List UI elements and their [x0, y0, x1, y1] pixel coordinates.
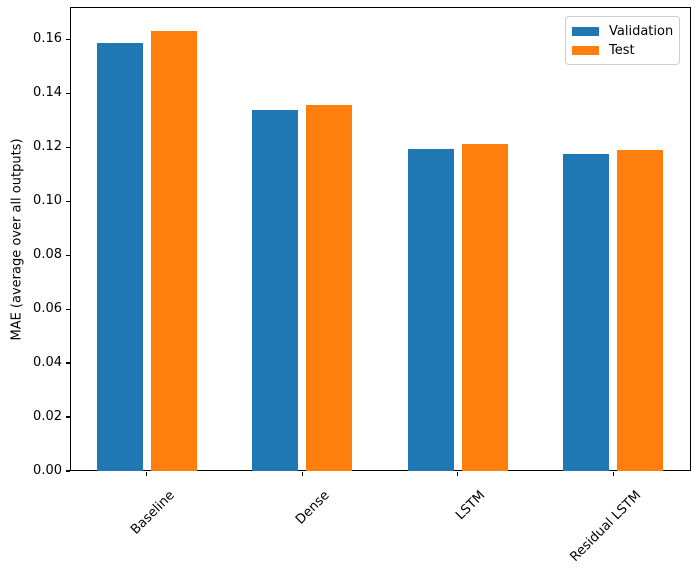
legend-swatch-test: [572, 46, 599, 55]
y-tick-mark: [66, 254, 70, 256]
legend-label-test: Test: [609, 43, 635, 58]
y-tick-mark: [66, 200, 70, 202]
legend: Validation Test: [565, 16, 680, 65]
bar-validation-residual-lstm: [563, 154, 610, 471]
bar-test-dense: [306, 105, 353, 471]
bar-validation-baseline: [96, 43, 143, 471]
bar-test-residual-lstm: [617, 150, 664, 471]
bar-validation-dense: [252, 110, 299, 471]
x-tick-label-residual-lstm: Residual LSTM: [566, 488, 644, 565]
y-tick-label: 0.02: [33, 409, 62, 425]
x-tick-label-baseline: Baseline: [127, 488, 178, 538]
y-tick-mark: [66, 38, 70, 40]
y-tick-label: 0.16: [33, 31, 62, 47]
legend-swatch-validation: [572, 27, 599, 36]
y-tick-label: 0.08: [33, 247, 62, 263]
y-tick-mark: [66, 470, 70, 472]
y-tick-label: 0.00: [33, 463, 62, 478]
bar-test-lstm: [461, 144, 508, 471]
y-tick-label: 0.12: [33, 139, 62, 155]
bar-validation-lstm: [407, 148, 454, 471]
x-tick-mark: [612, 472, 614, 476]
x-tick-mark: [301, 472, 303, 476]
x-tick-mark: [146, 472, 148, 476]
y-tick-label: 0.14: [33, 85, 62, 101]
y-tick-mark: [66, 362, 70, 364]
x-tick-label-dense: Dense: [293, 488, 333, 528]
y-tick-mark: [66, 92, 70, 94]
y-tick-label: 0.04: [33, 355, 62, 371]
y-tick-label: 0.06: [33, 301, 62, 317]
bar-test-baseline: [150, 30, 197, 471]
y-tick-mark: [66, 416, 70, 418]
legend-item-test: Test: [572, 41, 673, 60]
x-tick-label-lstm: LSTM: [453, 488, 489, 524]
y-tick-mark: [66, 146, 70, 148]
y-axis-label-box: MAE (average over all outputs): [4, 7, 30, 471]
x-tick-mark: [457, 472, 459, 476]
legend-item-validation: Validation: [572, 22, 673, 41]
y-tick-mark: [66, 308, 70, 310]
legend-label-validation: Validation: [609, 24, 674, 39]
y-tick-label: 0.10: [33, 193, 62, 209]
